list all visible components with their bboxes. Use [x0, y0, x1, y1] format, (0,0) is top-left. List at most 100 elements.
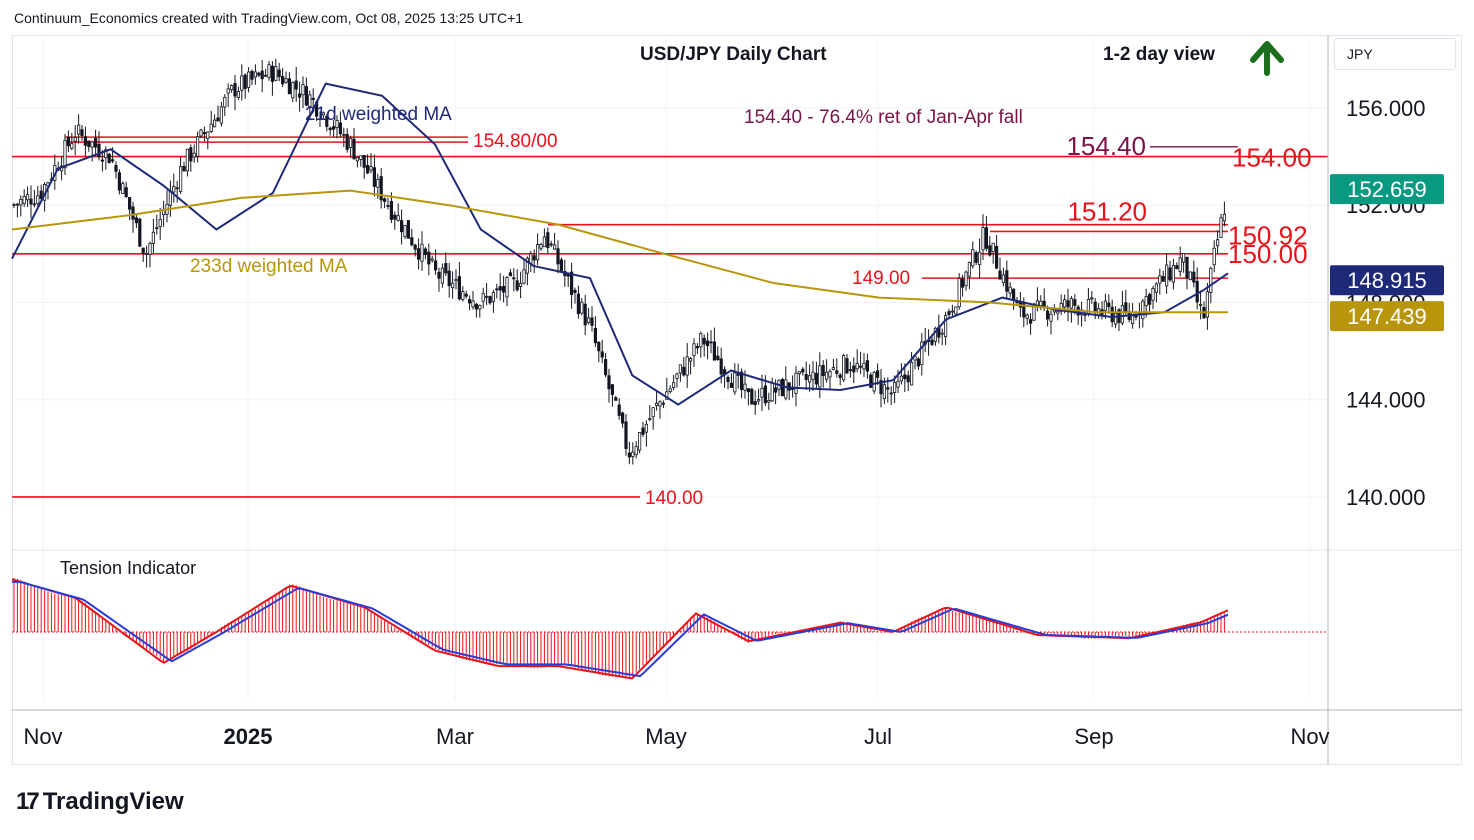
candle-body	[1103, 300, 1107, 311]
candle-body	[393, 214, 397, 220]
candle-body	[29, 198, 33, 205]
candle-body	[536, 244, 540, 261]
candle-body	[872, 371, 876, 392]
candle-body	[906, 375, 910, 383]
candle-body	[1161, 275, 1165, 282]
candle-body	[743, 383, 747, 391]
candle-body	[876, 370, 880, 378]
currency-selector[interactable]: JPY	[1334, 38, 1456, 70]
candle-body	[447, 270, 451, 287]
candle-body	[39, 190, 43, 199]
candle-body	[621, 412, 625, 424]
candle-body	[624, 421, 628, 450]
candle-body	[610, 384, 615, 395]
candle-body	[331, 126, 336, 130]
level-label-154-40: 154.40	[1066, 131, 1146, 161]
candle-body	[950, 310, 955, 313]
candle-body	[117, 172, 121, 191]
candle-body	[328, 127, 332, 131]
candle-body	[859, 365, 863, 368]
tradingview-logo[interactable]: 17 TradingView	[16, 788, 184, 816]
candle-body	[1158, 275, 1162, 284]
candle-body	[376, 178, 380, 188]
candle-body	[342, 133, 346, 136]
candle-body	[910, 361, 914, 386]
candle-body	[644, 423, 649, 433]
candle-body	[430, 258, 434, 261]
level-label-150-92: 150.92	[1228, 220, 1308, 250]
candle-body	[655, 402, 659, 406]
candle-body	[226, 88, 230, 94]
candle-body	[920, 341, 924, 366]
candle-body	[199, 129, 203, 137]
candle-body	[879, 380, 883, 395]
level-label-154-00: 154.00	[1232, 143, 1312, 173]
tradingview-logo-mark-icon: 17	[16, 788, 40, 815]
candle-body	[1049, 313, 1053, 322]
candle-body	[702, 337, 706, 345]
candle-body	[1192, 271, 1196, 283]
candle-body	[957, 278, 961, 308]
candle-body	[294, 80, 298, 90]
candle-body	[240, 75, 244, 91]
tension-indicator	[11, 578, 1328, 680]
candle-body	[478, 305, 482, 310]
candle-body	[893, 382, 897, 393]
candle-body	[988, 245, 992, 256]
candle-body	[1073, 299, 1077, 306]
candle-body	[308, 94, 312, 107]
candle-body	[325, 115, 329, 127]
candle-body	[627, 452, 632, 458]
candle-body	[784, 379, 788, 399]
candle-body	[763, 385, 768, 404]
candle-body	[100, 159, 104, 162]
candle-body	[348, 138, 353, 148]
candle-body	[158, 219, 162, 227]
candle-body	[967, 262, 972, 277]
candle-body	[423, 248, 428, 255]
candle-body	[573, 289, 577, 293]
candle-body	[597, 342, 601, 352]
candle-body	[182, 165, 186, 172]
candle-body	[1188, 271, 1192, 280]
candle-body	[539, 244, 543, 249]
candle-body	[246, 71, 251, 88]
candle-body	[304, 86, 309, 106]
candle-body	[631, 451, 635, 457]
candle-body	[576, 293, 581, 315]
candle-body	[1185, 256, 1189, 279]
candle-body	[274, 66, 278, 81]
candle-body	[284, 78, 288, 83]
x-tick-label: Nov	[23, 724, 62, 749]
candle-body	[984, 227, 989, 249]
candle-body	[1124, 302, 1128, 313]
candle-body	[104, 149, 108, 159]
view-label: 1-2 day view	[1103, 44, 1215, 65]
candle-body	[542, 236, 547, 248]
candle-body	[420, 243, 424, 262]
candle-body	[185, 148, 189, 172]
candle-body	[15, 203, 20, 206]
candle-body	[532, 255, 536, 261]
candle-body	[369, 166, 373, 171]
candle-body	[672, 382, 676, 388]
candle-body	[964, 271, 968, 287]
candle-body	[362, 154, 366, 168]
candle-body	[1212, 247, 1216, 266]
candle-body	[202, 132, 206, 135]
candle-body	[1141, 300, 1145, 320]
candle-body	[1175, 265, 1179, 270]
candle-body	[661, 402, 666, 405]
y-tick-label: 156.000	[1346, 96, 1426, 121]
candle-body	[236, 91, 240, 98]
level-lines	[12, 136, 1328, 498]
candle-body	[270, 65, 275, 82]
candle-body	[699, 333, 703, 348]
candle-body	[808, 375, 812, 383]
candle-body	[865, 360, 870, 372]
candle-body	[1222, 213, 1226, 222]
candle-body	[114, 164, 118, 172]
candle-body	[593, 328, 598, 344]
candle-body	[1168, 267, 1172, 281]
